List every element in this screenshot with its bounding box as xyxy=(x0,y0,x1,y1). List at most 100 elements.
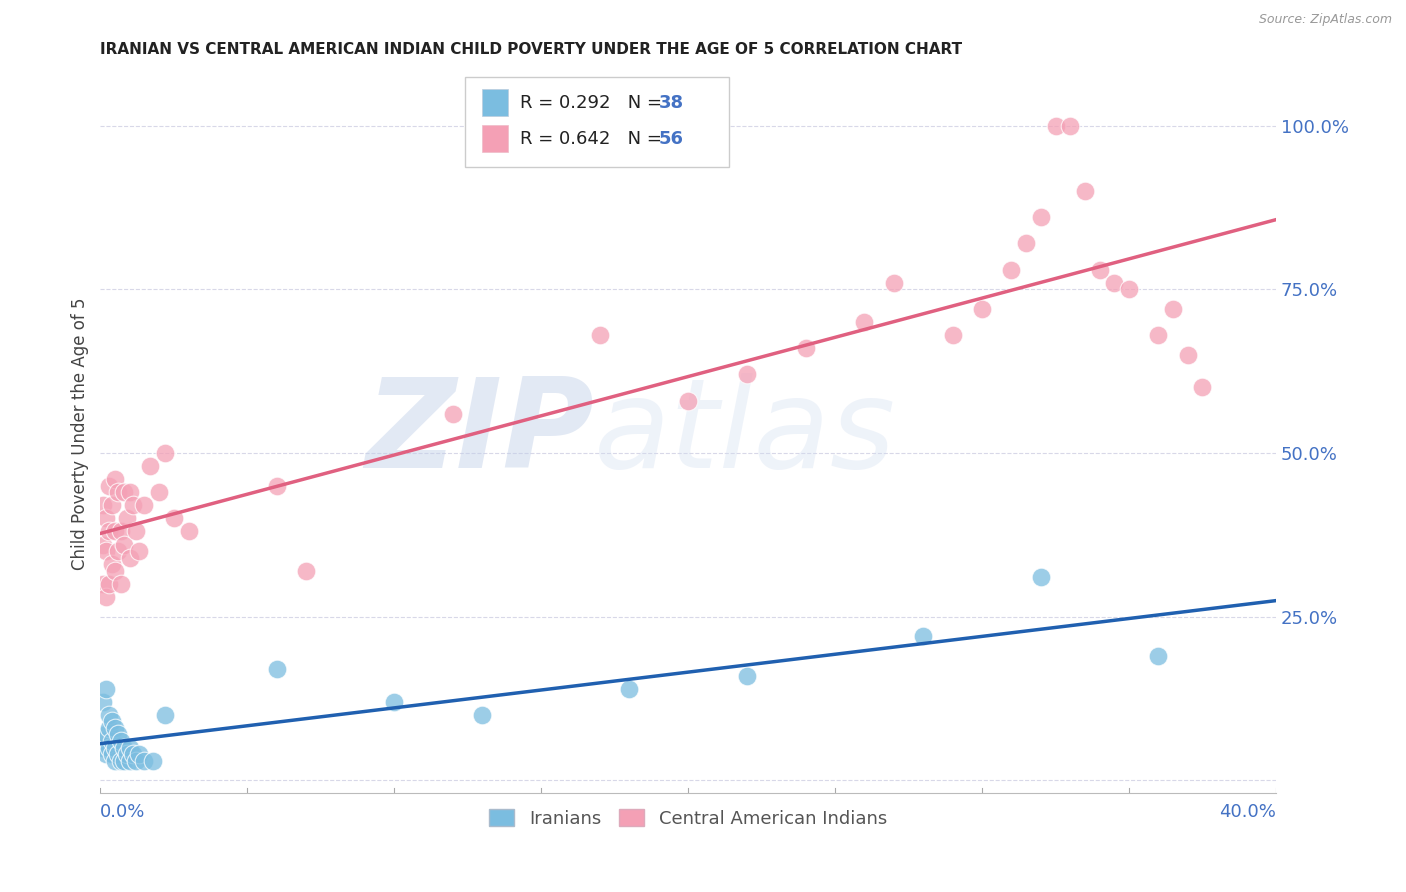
Point xyxy=(101,747,124,761)
Text: atlas: atlas xyxy=(595,373,896,494)
Text: R = 0.292   N =: R = 0.292 N = xyxy=(520,94,668,112)
Point xyxy=(153,707,176,722)
Point xyxy=(1104,276,1126,290)
Point xyxy=(1059,119,1081,133)
Point xyxy=(148,485,170,500)
Point xyxy=(110,524,132,539)
Point xyxy=(295,564,318,578)
Point xyxy=(735,668,758,682)
Y-axis label: Child Poverty Under the Age of 5: Child Poverty Under the Age of 5 xyxy=(72,297,89,569)
Point xyxy=(104,472,127,486)
Point xyxy=(1074,184,1097,198)
Point xyxy=(91,538,114,552)
Point xyxy=(134,498,156,512)
Point xyxy=(101,714,124,729)
Legend: Iranians, Central American Indians: Iranians, Central American Indians xyxy=(482,802,894,835)
Point xyxy=(121,747,143,761)
Point xyxy=(163,511,186,525)
Point xyxy=(104,740,127,755)
Point xyxy=(942,328,965,343)
Point xyxy=(98,577,121,591)
Point xyxy=(118,485,141,500)
Point xyxy=(853,315,876,329)
Point xyxy=(1029,570,1052,584)
Point xyxy=(91,734,114,748)
Point xyxy=(110,754,132,768)
Point xyxy=(266,662,288,676)
Point xyxy=(134,754,156,768)
Point xyxy=(124,524,146,539)
Point xyxy=(177,524,200,539)
Point xyxy=(1191,380,1213,394)
Point xyxy=(118,550,141,565)
Point xyxy=(883,276,905,290)
Point xyxy=(112,485,135,500)
Point xyxy=(124,754,146,768)
Point xyxy=(1088,262,1111,277)
Point xyxy=(471,707,494,722)
Point xyxy=(794,341,817,355)
Text: 40.0%: 40.0% xyxy=(1219,803,1277,822)
Text: IRANIAN VS CENTRAL AMERICAN INDIAN CHILD POVERTY UNDER THE AGE OF 5 CORRELATION : IRANIAN VS CENTRAL AMERICAN INDIAN CHILD… xyxy=(100,42,963,57)
FancyBboxPatch shape xyxy=(482,125,509,153)
Point xyxy=(107,747,129,761)
Point xyxy=(1177,348,1199,362)
Point xyxy=(128,544,150,558)
Text: 38: 38 xyxy=(659,94,683,112)
Point xyxy=(110,734,132,748)
Point xyxy=(142,754,165,768)
Point xyxy=(441,407,464,421)
Point xyxy=(96,590,118,604)
Point xyxy=(98,721,121,735)
Point xyxy=(107,485,129,500)
Point xyxy=(96,511,118,525)
Point xyxy=(98,478,121,492)
Point xyxy=(96,747,118,761)
Point xyxy=(91,577,114,591)
Point xyxy=(121,498,143,512)
Point xyxy=(96,727,118,741)
Point xyxy=(139,458,162,473)
Point xyxy=(115,747,138,761)
Point xyxy=(96,544,118,558)
Point xyxy=(101,734,124,748)
Text: R = 0.642   N =: R = 0.642 N = xyxy=(520,129,668,148)
Point xyxy=(1147,328,1170,343)
Point xyxy=(619,681,641,696)
Point xyxy=(104,564,127,578)
Point xyxy=(104,754,127,768)
Point xyxy=(589,328,612,343)
Point xyxy=(112,754,135,768)
Point xyxy=(912,629,935,643)
Point xyxy=(110,577,132,591)
Text: Source: ZipAtlas.com: Source: ZipAtlas.com xyxy=(1258,13,1392,27)
Point xyxy=(153,446,176,460)
Point xyxy=(1000,262,1022,277)
Point xyxy=(115,511,138,525)
Point xyxy=(98,740,121,755)
FancyBboxPatch shape xyxy=(465,77,730,167)
Text: 0.0%: 0.0% xyxy=(100,803,146,822)
Point xyxy=(96,681,118,696)
FancyBboxPatch shape xyxy=(482,89,509,117)
Point xyxy=(266,478,288,492)
Point xyxy=(118,740,141,755)
Point xyxy=(118,754,141,768)
Point xyxy=(128,747,150,761)
Point xyxy=(98,707,121,722)
Point xyxy=(91,695,114,709)
Point xyxy=(107,544,129,558)
Point xyxy=(1118,282,1140,296)
Point xyxy=(112,538,135,552)
Point xyxy=(91,740,114,755)
Point xyxy=(104,524,127,539)
Point xyxy=(1029,211,1052,225)
Point xyxy=(101,498,124,512)
Point xyxy=(1015,236,1038,251)
Text: 56: 56 xyxy=(659,129,683,148)
Point xyxy=(104,721,127,735)
Point xyxy=(1161,301,1184,316)
Point xyxy=(112,740,135,755)
Point xyxy=(98,524,121,539)
Point xyxy=(735,368,758,382)
